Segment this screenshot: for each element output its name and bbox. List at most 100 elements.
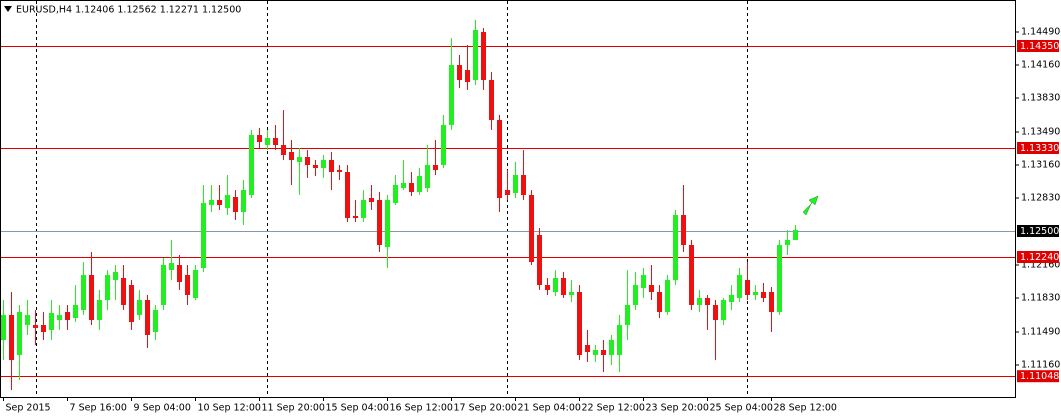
candle-body xyxy=(617,325,622,355)
x-tick-label: 25 Sep 04:00 xyxy=(710,403,773,414)
candle-body xyxy=(553,278,558,292)
candle-body xyxy=(657,292,662,312)
candle-body xyxy=(81,275,86,310)
candle-body xyxy=(609,340,614,355)
candle-body xyxy=(97,300,102,320)
candle-body xyxy=(425,165,430,188)
price-label: 1.12240 xyxy=(1020,252,1059,263)
candle-body xyxy=(593,350,598,355)
candle-body xyxy=(681,215,686,245)
candle-body xyxy=(529,195,534,262)
x-tick-label: 21 Sep 04:00 xyxy=(518,403,581,414)
candle-body xyxy=(761,292,766,298)
candle-body xyxy=(121,278,126,305)
candle-body xyxy=(497,120,502,198)
candle-body xyxy=(545,285,550,290)
candle-body xyxy=(57,315,62,320)
candle-body xyxy=(521,175,526,195)
candle-body xyxy=(401,183,406,188)
candle-body xyxy=(137,300,142,315)
candle-body xyxy=(161,265,166,305)
y-tick-label: 1.13490 xyxy=(1021,127,1060,138)
y-tick-label: 1.13830 xyxy=(1021,93,1060,104)
candle-body xyxy=(697,298,702,305)
candle-body xyxy=(297,157,302,162)
candle-body xyxy=(129,285,134,322)
price-label: 1.13330 xyxy=(1020,143,1059,154)
candle-body xyxy=(105,275,110,300)
x-tick-label: 16 Sep 12:00 xyxy=(390,403,453,414)
candle-body xyxy=(361,200,366,218)
price-label: 1.14350 xyxy=(1020,41,1059,52)
price-label-box xyxy=(1017,40,1059,52)
candle-body xyxy=(225,195,230,208)
x-tick-label: 28 Sep 12:00 xyxy=(774,403,837,414)
candle-body xyxy=(193,270,198,298)
candle-body xyxy=(505,190,510,195)
candle-body xyxy=(89,275,94,320)
candle-body xyxy=(577,292,582,355)
candle-body xyxy=(785,240,790,245)
candle-body xyxy=(265,138,270,145)
candle-body xyxy=(449,65,454,125)
candle-body xyxy=(209,200,214,205)
x-tick-label: 11 Sep 20:00 xyxy=(262,403,325,414)
candle-body xyxy=(705,298,710,305)
candle-body xyxy=(233,197,238,212)
y-tick-label: 1.12830 xyxy=(1021,193,1060,204)
candle-body xyxy=(417,176,422,192)
price-label-box xyxy=(1017,142,1059,154)
x-tick-label: Sep 2015 xyxy=(6,403,51,414)
candle-body xyxy=(441,125,446,165)
candle-body xyxy=(457,65,462,80)
candle-body xyxy=(601,350,606,355)
candle-body xyxy=(113,272,118,280)
candle-body xyxy=(625,305,630,325)
candle-body xyxy=(249,135,254,195)
x-tick-label: 23 Sep 20:00 xyxy=(646,403,709,414)
candles xyxy=(1,20,798,390)
candle-body xyxy=(241,190,246,212)
candle-body xyxy=(649,285,654,292)
candle-body xyxy=(689,245,694,305)
candle-body xyxy=(321,160,326,168)
candle-body xyxy=(257,135,262,142)
x-tick-label: 7 Sep 16:00 xyxy=(70,403,127,414)
candle-body xyxy=(169,263,174,270)
candle-body xyxy=(465,70,470,82)
y-tick-label: 1.11160 xyxy=(1021,360,1060,371)
price-label: 1.12500 xyxy=(1020,226,1059,237)
candle-body xyxy=(305,157,310,165)
y-tick-label: 1.13160 xyxy=(1021,160,1060,171)
candle-body xyxy=(641,275,646,288)
candle-body xyxy=(777,245,782,312)
candle-body xyxy=(33,325,38,328)
candle-body xyxy=(721,300,726,320)
candle-body xyxy=(313,165,318,168)
candle-body xyxy=(9,315,14,360)
candle-body xyxy=(273,138,278,145)
y-tick-label: 1.12160 xyxy=(1021,260,1060,271)
candle-body xyxy=(561,278,566,295)
symbol-menu-icon[interactable] xyxy=(4,6,12,12)
candle-body xyxy=(433,165,438,170)
candle-body xyxy=(665,280,670,312)
candle-body xyxy=(153,310,158,332)
candle-body xyxy=(729,295,734,302)
x-tick-label: 17 Sep 20:00 xyxy=(454,403,517,414)
candle-body xyxy=(569,292,574,295)
candle-body xyxy=(217,200,222,205)
candle-body xyxy=(281,145,286,155)
candle-body xyxy=(289,152,294,160)
candle-body xyxy=(537,235,542,285)
y-tick-label: 1.11830 xyxy=(1021,293,1060,304)
chart-title: EURUSD,H4 1.12406 1.12562 1.12271 1.1250… xyxy=(16,5,241,16)
y-tick-label: 1.11490 xyxy=(1021,327,1060,338)
y-tick-label: 1.14490 xyxy=(1021,27,1060,38)
candle-body xyxy=(345,172,350,218)
price-label-box xyxy=(1017,251,1059,263)
x-tick-label: 22 Sep 12:00 xyxy=(582,403,645,414)
candle-body xyxy=(481,32,486,80)
price-label: 1.11048 xyxy=(1020,371,1059,382)
